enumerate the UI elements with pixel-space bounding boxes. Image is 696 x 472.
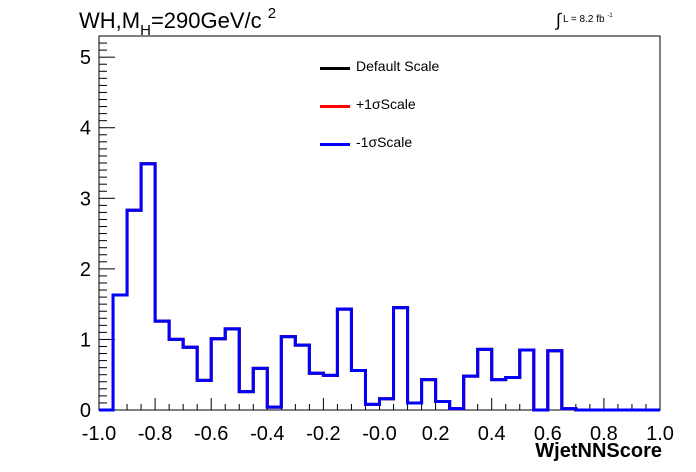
x-tick-label: -0.6 — [194, 423, 228, 445]
title-middle: =290GeV/c — [150, 8, 262, 33]
legend: Default Scale +1σScale -1σScale — [318, 56, 478, 170]
title-prefix: WH,M — [79, 8, 141, 33]
x-tick-label: 1.0 — [646, 423, 674, 445]
luminosity-text: L = 8.2 fb — [562, 14, 605, 25]
x-tick-label: 0.8 — [590, 423, 618, 445]
x-tick-label: 0.6 — [534, 423, 562, 445]
legend-label-plus1sigma: +1σScale — [356, 96, 416, 112]
y-tick-label: 1 — [80, 329, 91, 351]
legend-item-minus1sigma: -1σScale — [318, 132, 478, 170]
series-line-minus1sigma-scale — [99, 162, 660, 412]
y-tick-label: 4 — [80, 118, 91, 140]
y-tick-label: 3 — [80, 188, 91, 210]
y-axis: 0 1 2 3 4 5 — [80, 42, 115, 422]
title-subscript: H — [140, 22, 151, 39]
title-superscript: 2 — [267, 5, 277, 22]
integral-symbol: ∫ — [556, 10, 561, 30]
x-tick-label: -1.0 — [82, 423, 116, 445]
luminosity-label: ∫ L = 8.2 fb -1 — [556, 6, 613, 30]
x-tick-label: 0.2 — [422, 423, 450, 445]
series-line-plus1sigma-scale — [99, 162, 660, 412]
x-axis-label: WjetNNScore — [535, 440, 662, 462]
series-line-default-scale — [99, 162, 660, 412]
y-tick-label: 5 — [80, 47, 91, 69]
legend-swatch-default — [320, 67, 350, 70]
x-tick-label: -0.0 — [362, 423, 396, 445]
legend-swatch-plus1sigma — [320, 105, 350, 108]
y-tick-label: 2 — [80, 259, 91, 281]
x-tick-label: -0.2 — [306, 423, 340, 445]
legend-label-minus1sigma: -1σScale — [356, 134, 413, 150]
y-tick-label: 0 — [80, 400, 91, 422]
series-layer — [99, 162, 660, 412]
x-axis: -1.0 -0.8 -0.6 -0.4 -0.2 -0.0 0.2 0.4 0.6 0.8 1.0 — [82, 398, 674, 445]
legend-label-default: Default Scale — [356, 58, 440, 74]
x-tick-label: 0.4 — [478, 423, 506, 445]
legend-item-plus1sigma: +1σScale — [318, 94, 478, 132]
x-tick-label: -0.8 — [138, 423, 172, 445]
luminosity-superscript: -1 — [607, 13, 613, 19]
x-tick-label: -0.4 — [250, 423, 284, 445]
legend-swatch-minus1sigma — [320, 143, 350, 146]
chart-title: WH,MH=290GeV/c 2 — [79, 5, 277, 39]
legend-item-default: Default Scale — [318, 56, 478, 94]
